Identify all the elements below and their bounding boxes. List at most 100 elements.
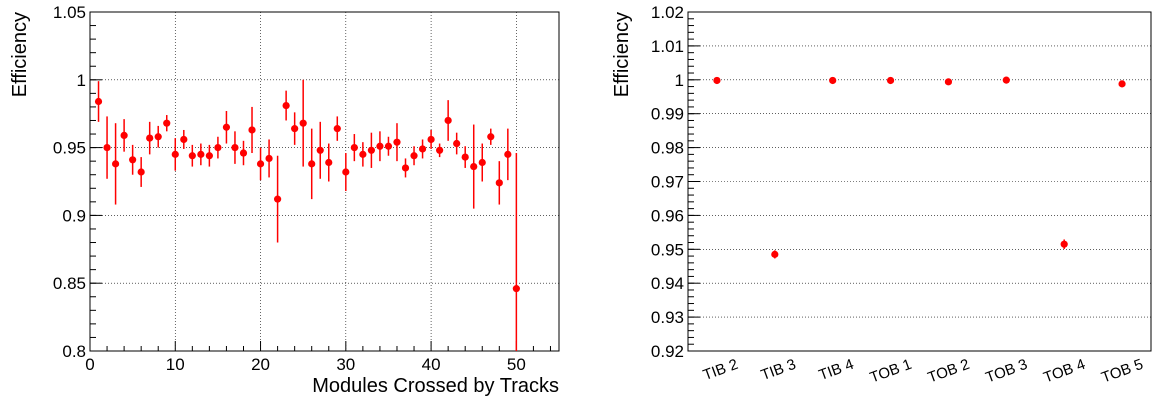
left-data-point <box>350 144 358 152</box>
left-y-tick-label: 1.05 <box>53 3 86 22</box>
left-data-point <box>103 144 111 152</box>
chart-right: 0.92 0.93 0.94 0.95 0.96 0.97 0.98 0.99 1 1.01 1.0… <box>611 3 1152 386</box>
left-data-point <box>504 150 512 158</box>
left-y-tick-label: 0.85 <box>53 274 86 293</box>
right-data-point <box>1060 240 1068 248</box>
left-x-tick-label: 10 <box>166 355 185 374</box>
left-data-point <box>384 142 393 150</box>
left-data-point <box>120 131 128 139</box>
left-data-point <box>367 146 375 154</box>
left-data-point <box>461 153 469 161</box>
right-y-tick-label: 0.92 <box>651 342 684 361</box>
right-data-point <box>829 76 837 85</box>
chart-left: 0 10 20 30 40 50 0.8 0.85 0.9 0.95 1 1.05 Efficienc… <box>9 3 560 397</box>
left-data-point <box>205 152 213 160</box>
left-data-point <box>197 150 205 158</box>
right-category-label: TIB 2 <box>701 356 741 384</box>
left-data-point <box>393 138 401 146</box>
right-category-label: TIB 3 <box>759 356 799 384</box>
left-data-point <box>487 133 495 141</box>
right-y-tick-label: 0.95 <box>651 240 684 259</box>
right-data-point <box>1002 76 1010 84</box>
left-data-point <box>163 119 171 127</box>
right-category-label: TOB 4 <box>1041 356 1087 387</box>
left-data-point <box>154 133 162 141</box>
left-data-point <box>222 123 231 131</box>
right-category-label: TOB 2 <box>926 356 972 387</box>
right-y-tick-label: 1 <box>675 71 684 90</box>
left-data-point <box>94 97 103 106</box>
left-data-point <box>308 160 316 168</box>
left-data-point <box>444 116 452 125</box>
right-ticks: 0.92 0.93 0.94 0.95 0.96 0.97 0.98 0.99 1 1.01 1.0… <box>651 3 1146 386</box>
left-y-tick-label: 0.95 <box>53 139 86 158</box>
left-data-point <box>214 144 222 152</box>
right-category-label: TOB 1 <box>868 356 914 387</box>
left-y-tick-label: 1 <box>77 71 86 90</box>
right-y-tick-label: 0.94 <box>651 274 684 293</box>
left-data-point <box>418 145 427 153</box>
left-x-tick-label: 0 <box>85 355 94 374</box>
left-plot-frame <box>89 11 560 352</box>
left-x-tick-label: 20 <box>251 355 270 374</box>
left-data-point <box>470 162 478 171</box>
left-data-point <box>325 158 333 167</box>
left-data-point <box>256 160 265 168</box>
right-data-point <box>944 78 953 86</box>
left-data-point <box>453 139 461 148</box>
right-y-tick-label: 0.93 <box>651 308 684 327</box>
left-data-point <box>129 156 137 164</box>
left-x-tick-label: 30 <box>336 355 355 374</box>
left-data-point <box>265 154 273 163</box>
left-data-point <box>478 158 486 167</box>
left-data-point <box>427 135 435 144</box>
right-data-point <box>1118 80 1126 88</box>
left-x-axis-label: Modules Crossed by Tracks <box>312 375 559 397</box>
right-y-tick-label: 1.01 <box>651 37 684 56</box>
left-marks <box>94 79 520 351</box>
left-data-point <box>316 146 324 154</box>
left-data-point <box>282 101 290 110</box>
left-data-point <box>359 150 367 158</box>
right-data-point <box>771 250 779 258</box>
left-y-axis-label: Efficiency <box>9 12 31 97</box>
left-data-point <box>436 146 444 154</box>
left-data-point <box>111 160 120 168</box>
left-data-point <box>299 119 307 127</box>
left-data-point <box>231 144 239 152</box>
left-data-point <box>376 142 384 150</box>
left-y-tick-label: 0.9 <box>62 206 86 225</box>
left-x-tick-label: 50 <box>507 355 526 374</box>
left-data-point <box>342 168 350 176</box>
left-data-point <box>291 125 299 133</box>
left-data-point <box>512 285 520 293</box>
left-data-point <box>410 152 418 160</box>
right-grid <box>688 45 1151 318</box>
right-y-tick-label: 0.96 <box>651 206 684 225</box>
left-x-tick-label: 40 <box>422 355 441 374</box>
left-data-point <box>401 164 410 172</box>
left-data-point <box>171 150 179 158</box>
left-data-point <box>239 149 248 157</box>
left-data-point <box>146 134 154 142</box>
right-y-tick-label: 0.97 <box>651 173 684 192</box>
left-data-point <box>274 195 282 203</box>
left-data-point <box>495 179 503 187</box>
left-data-point <box>180 135 188 144</box>
left-data-point <box>137 168 145 176</box>
right-data-point <box>713 76 721 85</box>
left-data-point <box>333 125 341 133</box>
right-y-tick-label: 1.02 <box>651 3 684 22</box>
right-y-tick-label: 0.99 <box>651 105 684 124</box>
right-y-tick-label: 0.98 <box>651 139 684 158</box>
right-category-label: TOB 3 <box>983 356 1029 387</box>
right-y-axis-label: Efficiency <box>611 12 633 97</box>
left-y-tick-label: 0.8 <box>62 342 86 361</box>
left-data-point <box>188 152 196 160</box>
right-category-label: TIB 4 <box>817 356 857 384</box>
left-data-point <box>248 126 256 134</box>
right-category-label: TOB 5 <box>1099 356 1145 387</box>
left-ticks: 0 10 20 30 40 50 0.8 0.85 0.9 0.95 1 1.05 <box>53 3 551 374</box>
right-data-point <box>886 76 895 85</box>
